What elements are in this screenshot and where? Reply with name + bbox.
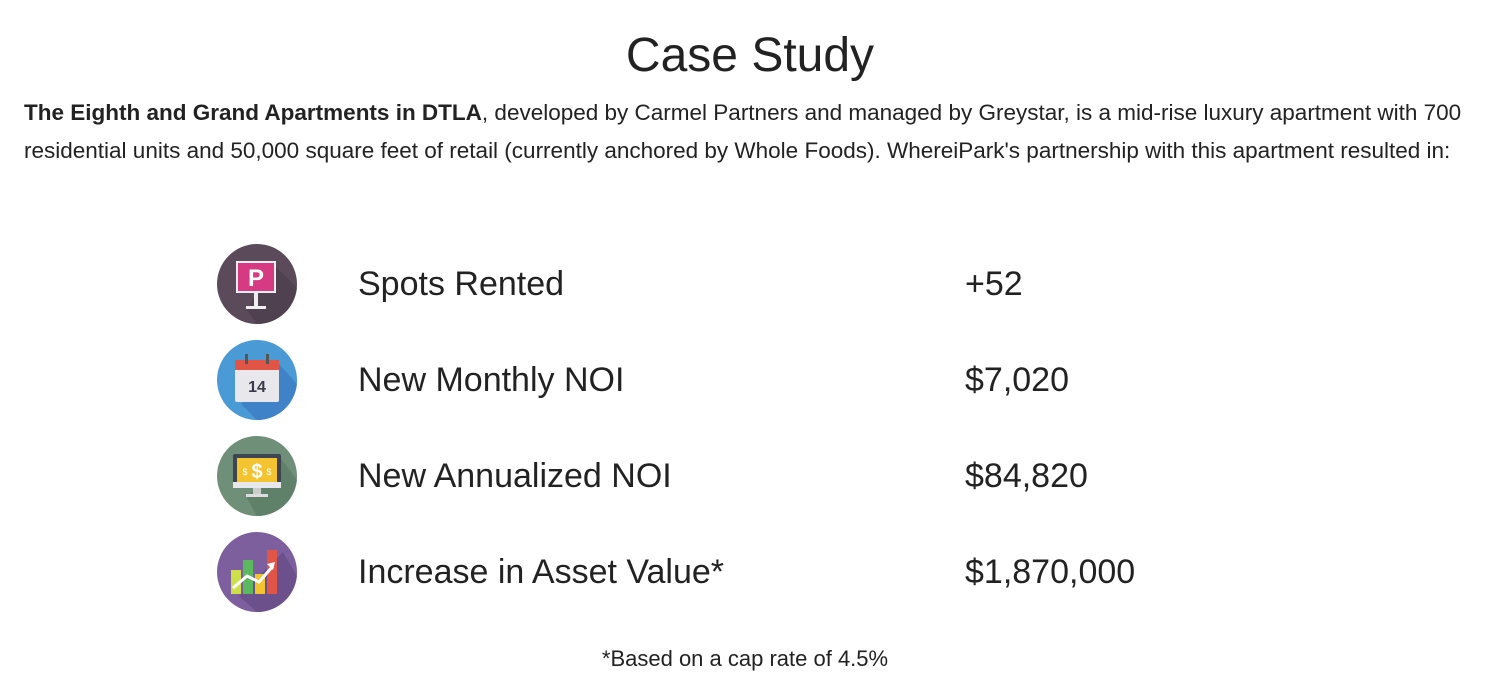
intro-paragraph: The Eighth and Grand Apartments in DTLA,… — [24, 94, 1474, 170]
parking-sign-icon: P — [217, 244, 297, 324]
calendar-icon: 14 — [217, 340, 297, 420]
stat-row-annualized-noi: $ $ $ New Annualized NOI $84,820 — [0, 436, 1500, 572]
growth-chart-icon — [217, 532, 297, 612]
stat-label: New Annualized NOI — [358, 457, 672, 495]
intro-text: , developed by Carmel Partners and manag… — [24, 100, 1462, 163]
stat-label: Increase in Asset Value* — [358, 553, 725, 591]
stat-value: $1,870,000 — [965, 553, 1136, 591]
stat-value: $7,020 — [965, 361, 1069, 399]
stat-row-spots-rented: P Spots Rented +52 — [0, 244, 1500, 380]
monitor-dollar-icon: $ $ $ — [217, 436, 297, 516]
icon-glyph: $ — [251, 461, 262, 483]
icon-glyph: P — [248, 265, 264, 292]
stat-label: New Monthly NOI — [358, 361, 625, 399]
page-title: Case Study — [625, 29, 875, 82]
stat-row-asset-value: Increase in Asset Value* $1,870,000 — [0, 532, 1500, 668]
stat-row-monthly-noi: 14 New Monthly NOI $7,020 — [0, 340, 1500, 476]
svg-text:$: $ — [266, 467, 271, 477]
stat-value: $84,820 — [965, 457, 1088, 495]
stat-value: +52 — [965, 265, 1023, 303]
footnote: *Based on a cap rate of 4.5% — [601, 646, 889, 671]
icon-glyph: 14 — [248, 379, 266, 396]
stat-label: Spots Rented — [358, 265, 565, 303]
svg-text:$: $ — [242, 467, 247, 477]
property-name: The Eighth and Grand Apartments in DTLA — [24, 100, 482, 125]
